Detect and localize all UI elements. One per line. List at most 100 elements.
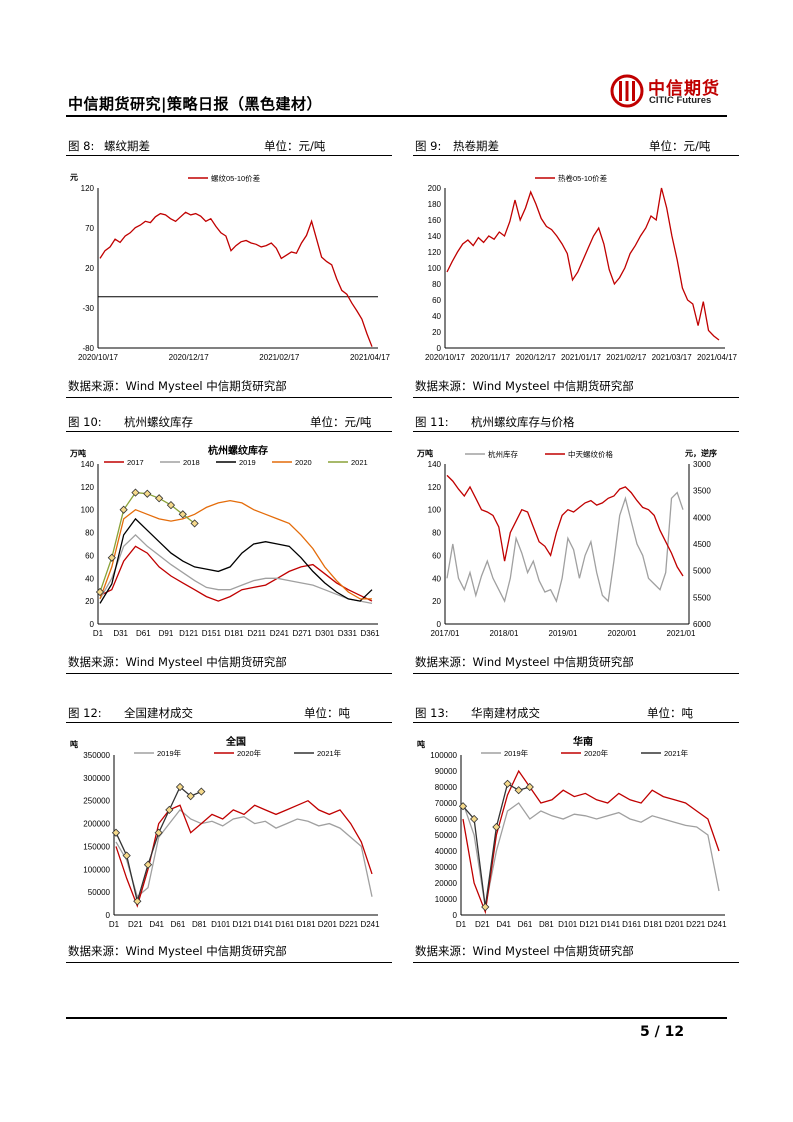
data-point [165, 805, 174, 814]
x-tick-label: D141 [601, 920, 621, 929]
y-tick-label: 120 [81, 483, 95, 492]
y-tick-label: 250000 [83, 797, 110, 806]
x-tick-label: D221 [686, 920, 706, 929]
x-tick-label: D361 [360, 629, 380, 638]
chart-fig13: 1000009000080000700006000050000400003000… [417, 735, 727, 929]
figure-caption: 图 9: 热卷期差 单位：元/吨 [413, 136, 739, 156]
page-number: 5 / 12 [640, 1024, 685, 1040]
figure-number: 图 13: [415, 706, 449, 720]
x-tick-label: D181 [296, 920, 316, 929]
y-tick-label: 80 [432, 529, 441, 538]
figure-unit: 单位：元/吨 [649, 139, 711, 153]
figure-unit: 单位：吨 [304, 706, 350, 720]
figure-source: 数据来源：Wind Mysteel 中信期货研究部 [415, 379, 634, 393]
chart-title: 华南 [573, 735, 593, 748]
series-line [99, 499, 372, 600]
y-tick-label: 0 [437, 344, 442, 353]
y-tick-label: 150000 [83, 842, 110, 851]
figure-8: 图 8: 螺纹期差 单位：元/吨 120 70 20 -30 -80 元 2020/10/1… [66, 136, 392, 398]
figure-13: 图 13: 华南建材成交 单位：吨 100000 90000 80000 70000 6… [413, 703, 739, 965]
y-right-tick-label: 4500 [693, 540, 711, 549]
y-tick-label: 300000 [83, 774, 110, 783]
x-tick-label: D141 [254, 920, 274, 929]
x-tick-label: D61 [171, 920, 186, 929]
x-tick-label: D181 [224, 629, 244, 638]
x-tick-label: D271 [292, 629, 312, 638]
y-unit-label: 万吨 [69, 448, 86, 458]
y-tick-label: 20 [85, 597, 94, 606]
y-tick-label: 20 [85, 264, 94, 273]
x-tick-label: 2020/12/17 [169, 353, 210, 362]
series-line [115, 808, 373, 898]
series-line [99, 545, 373, 602]
y-tick-label: 120 [428, 483, 442, 492]
y-tick-label: 0 [453, 911, 458, 920]
x-tick-label: D201 [318, 920, 338, 929]
logo-text-en: CITIC Futures [649, 95, 712, 106]
legend-label: 2020 [295, 458, 312, 467]
y-unit-label: 吨 [70, 739, 78, 749]
figure-source: 数据来源：Wind Mysteel 中信期货研究部 [415, 944, 634, 958]
y-tick-label: 120 [428, 248, 442, 257]
y-tick-label: 200 [428, 184, 442, 193]
figure-10: 图 10: 杭州螺纹库存 单位：元/吨 140 120 100 80 60 40 20 0 万吨… [66, 412, 392, 674]
x-tick-label: 2020/10/17 [78, 353, 119, 362]
series-line [446, 491, 684, 603]
x-tick-label: D1 [109, 920, 120, 929]
y-tick-label: 60 [432, 296, 441, 305]
y-tick-label: 100000 [430, 751, 457, 760]
figure-9: 图 9: 热卷期差 单位：元/吨 200 180 160 140 120 100 80 60 4… [413, 136, 739, 398]
data-point [197, 787, 206, 796]
x-tick-label: 2021/02/17 [259, 353, 300, 362]
legend-label: 2019 [239, 458, 256, 467]
data-point [131, 488, 140, 497]
x-tick-label: D181 [643, 920, 663, 929]
y-tick-label: 30000 [435, 863, 458, 872]
figure-unit: 单位：吨 [647, 706, 693, 720]
legend-label: 螺纹05-10价差 [211, 173, 261, 183]
x-tick-label: D331 [338, 629, 358, 638]
y-unit-label: 吨 [417, 739, 425, 749]
y-right-tick-label: 6000 [693, 620, 711, 629]
caption-rule [413, 155, 739, 156]
y-tick-label: 20000 [435, 879, 458, 888]
figure-source: 数据来源：Wind Mysteel 中信期货研究部 [68, 655, 287, 669]
x-tick-label: D81 [192, 920, 207, 929]
y-tick-label: 350000 [83, 751, 110, 760]
figure-11: 图 11: 杭州螺纹库存与价格 140 120 100 80 60 40 20 0 3000 35… [413, 412, 739, 674]
y-tick-label: 80000 [435, 783, 458, 792]
x-tick-label: 2021/03/17 [652, 353, 693, 362]
y-right-tick-label: 3500 [693, 487, 711, 496]
series-line [99, 517, 373, 604]
legend-label: 2020年 [237, 748, 262, 758]
y-tick-label: 200000 [83, 820, 110, 829]
x-tick-label: D1 [456, 920, 467, 929]
caption-rule [413, 431, 739, 432]
report-title: 中信期货研究|策略日报（黑色建材） [68, 95, 322, 113]
legend-label: 2021年 [317, 748, 342, 758]
y-tick-label: 0 [90, 620, 95, 629]
data-point [155, 494, 164, 503]
y-unit-label: 万吨 [416, 448, 433, 458]
legend-label: 2021年 [664, 748, 689, 758]
chart-fig10: 140 120 100 80 60 40 20 0 万吨 杭州螺纹库存 D1 D31 D61 D91 D12… [69, 444, 380, 638]
y-unit-label: 元 [70, 173, 78, 182]
legend-label: 杭州库存 [488, 449, 518, 459]
y-tick-label: 100 [428, 506, 442, 515]
y-tick-label: 40 [432, 312, 441, 321]
y-tick-label: 100 [428, 264, 442, 273]
figure-unit: 单位：元/吨 [310, 415, 372, 429]
data-point [143, 860, 153, 869]
series-line [446, 187, 720, 341]
series-line [462, 769, 720, 915]
y-tick-label: 20 [432, 328, 441, 337]
caption-rule [66, 431, 392, 432]
series-line [462, 782, 530, 908]
data-point [133, 897, 142, 906]
y-tick-label: 120 [81, 184, 95, 193]
figure-number: 图 12: [68, 706, 102, 720]
y-tick-label: 80 [85, 529, 94, 538]
y-right-tick-label: 5500 [693, 593, 711, 602]
chart-fig8: 120 70 20 -30 -80 元 2020/10/17 2020/12/17 2021/0… [70, 173, 391, 362]
